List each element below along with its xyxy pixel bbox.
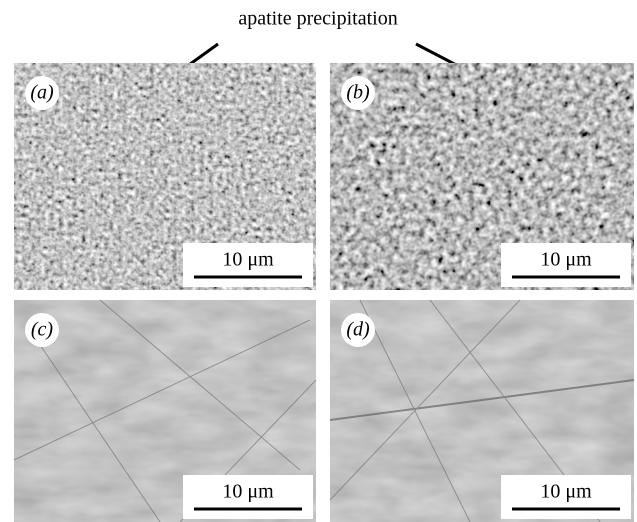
panel-label: (c) [31,319,54,341]
figure: apatite precipitation (a) 10 μm (b) 10 μm (c… [0,0,637,522]
panel-label: (b) [346,82,370,104]
scale-bar-label: 10 μm [540,249,592,271]
annotation: apatite precipitation [238,8,397,30]
scale-bar-label: 10 μm [222,249,274,271]
scale-bar-label: 10 μm [540,481,592,503]
scale-bar-label: 10 μm [222,481,274,503]
panel-label: (a) [30,82,54,104]
panel-label: (d) [346,319,370,341]
